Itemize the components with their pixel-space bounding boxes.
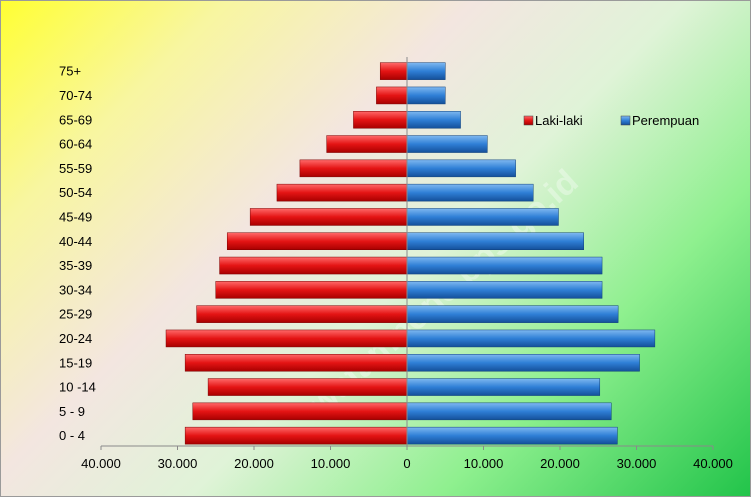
x-tick-label-3: 10.000: [311, 456, 351, 471]
bar-male-11: [300, 160, 407, 177]
y-tick-label-15: 75+: [59, 64, 81, 79]
bar-male-4: [166, 330, 407, 347]
y-tick-label-3: 15-19: [59, 355, 92, 370]
bar-female-0: [407, 427, 617, 444]
legend-label-1: Perempuan: [632, 113, 699, 128]
bar-male-13: [353, 111, 407, 128]
bar-female-6: [407, 281, 602, 298]
y-tick-label-4: 20-24: [59, 331, 92, 346]
y-tick-label-12: 60-64: [59, 137, 92, 152]
legend-swatch-0: [524, 116, 533, 125]
y-tick-label-10: 50-54: [59, 185, 92, 200]
bar-male-1: [193, 403, 407, 420]
y-tick-label-8: 40-44: [59, 234, 92, 249]
x-tick-label-6: 20.000: [540, 456, 580, 471]
x-tick-label-4: 0: [403, 456, 410, 471]
y-tick-label-9: 45-49: [59, 209, 92, 224]
bar-female-9: [407, 208, 558, 225]
bar-male-7: [220, 257, 407, 274]
y-tick-label-1: 5 - 9: [59, 404, 85, 419]
x-tick-label-7: 30.000: [617, 456, 657, 471]
bar-male-9: [250, 208, 407, 225]
bar-female-2: [407, 379, 600, 396]
bar-male-0: [185, 427, 407, 444]
bar-female-14: [407, 87, 445, 104]
bar-male-3: [185, 354, 407, 371]
x-tick-label-0: 40.000: [81, 456, 121, 471]
x-tick-label-8: 40.000: [693, 456, 733, 471]
bar-female-10: [407, 184, 533, 201]
y-tick-label-13: 65-69: [59, 112, 92, 127]
y-tick-label-0: 0 - 4: [59, 428, 85, 443]
bar-male-5: [197, 306, 407, 323]
y-tick-label-6: 30-34: [59, 282, 92, 297]
legend-swatch-1: [621, 116, 630, 125]
y-tick-label-11: 55-59: [59, 161, 92, 176]
x-tick-label-2: 20.000: [234, 456, 274, 471]
x-tick-label-5: 10.000: [464, 456, 504, 471]
y-tick-label-2: 10 -14: [59, 380, 96, 395]
bar-female-4: [407, 330, 655, 347]
bar-female-7: [407, 257, 602, 274]
y-tick-label-7: 35-39: [59, 258, 92, 273]
bar-female-1: [407, 403, 611, 420]
bar-male-10: [277, 184, 407, 201]
bar-male-8: [227, 233, 407, 250]
bar-male-6: [216, 281, 407, 298]
bar-female-3: [407, 354, 640, 371]
bar-female-11: [407, 160, 516, 177]
bar-female-5: [407, 306, 618, 323]
x-tick-label-1: 30.000: [158, 456, 198, 471]
y-tick-label-5: 25-29: [59, 307, 92, 322]
bar-female-13: [407, 111, 461, 128]
legend-label-0: Laki-laki: [535, 113, 583, 128]
bar-male-2: [208, 379, 407, 396]
bar-male-15: [380, 63, 407, 80]
bar-female-15: [407, 63, 445, 80]
bar-female-12: [407, 136, 487, 153]
bar-male-14: [376, 87, 407, 104]
bar-female-8: [407, 233, 584, 250]
y-tick-label-14: 70-74: [59, 88, 92, 103]
bar-male-12: [327, 136, 407, 153]
